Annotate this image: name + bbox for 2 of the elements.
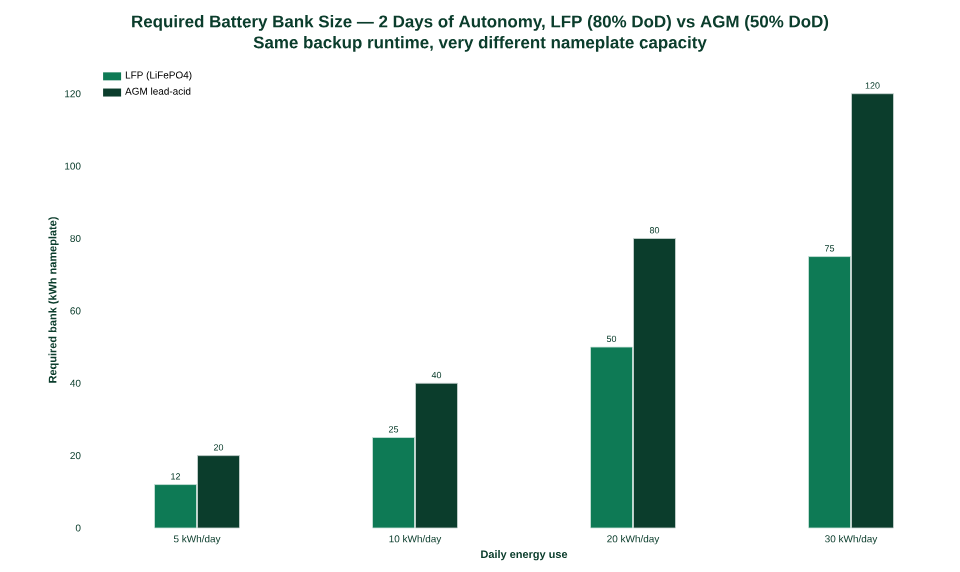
- chart-subtitle: Same backup runtime, very different nameplate capacity: [253, 35, 707, 52]
- chart-title: Required Battery Bank Size — 2 Days of Autonomy, LFP (80% DoD) vs AGM (50% DoD): [132, 15, 829, 31]
